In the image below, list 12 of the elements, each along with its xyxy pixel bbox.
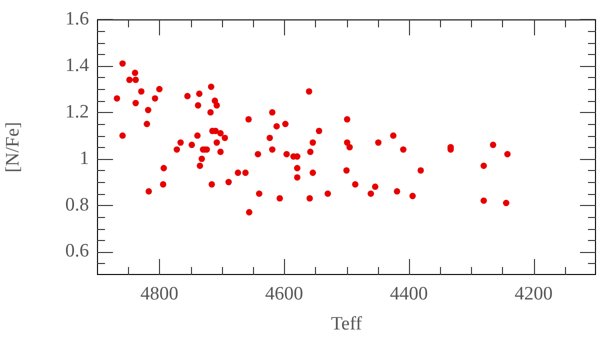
- x-tick-label: 4400: [390, 283, 428, 304]
- x-tick-label: 4200: [514, 283, 553, 304]
- x-tick-label: 4600: [265, 283, 304, 304]
- y-tick-label: 0.8: [65, 194, 89, 216]
- x-tick-label: 4800: [140, 283, 178, 304]
- y-tick-label: 0.6: [65, 240, 89, 262]
- y-tick-label: 1.4: [65, 54, 90, 76]
- y-axis-title: [N/Fe]: [2, 122, 24, 173]
- x-axis-title: Teff: [330, 314, 363, 335]
- y-tick-label: 1.2: [65, 101, 89, 122]
- y-tick-label: 1: [80, 148, 89, 169]
- y-tick-label: 1.6: [65, 8, 89, 30]
